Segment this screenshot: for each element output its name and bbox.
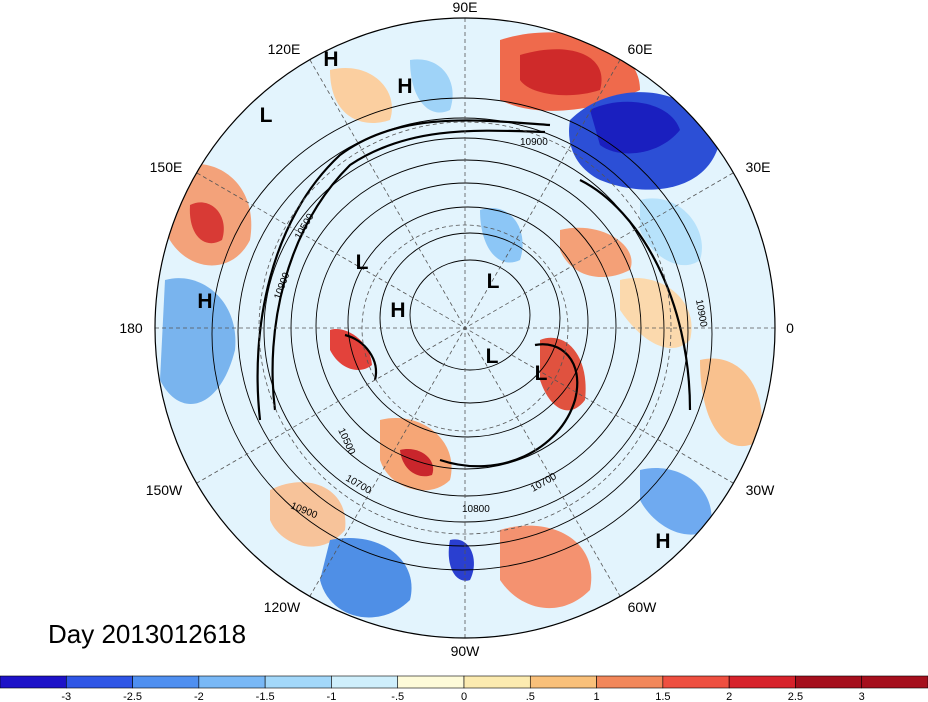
lon-label-30w: 30W (746, 482, 776, 498)
low-marker: L (260, 104, 273, 127)
colorbar-tick-label: 3 (859, 691, 865, 702)
jet-stream-contours (256, 119, 692, 468)
low-marker: L (487, 270, 500, 293)
colorbar-swatch (65, 675, 133, 689)
longitude-labels: 90E 60E 30E 0 30W 60W 90W 120W 150W 180 … (119, 0, 794, 659)
colorbar-swatch (0, 675, 67, 689)
colorbar-tick-label: -1 (327, 691, 337, 702)
colorbar-tick-label: -.5 (391, 691, 404, 702)
colorbar-swatch (795, 675, 863, 689)
lon-label-60e: 60E (628, 41, 653, 57)
colorbar-swatch (662, 675, 730, 689)
colorbar-tick-label: 1.5 (655, 691, 670, 702)
colorbar-tick-label: 1 (594, 691, 600, 702)
colorbar-tick-label: -1.5 (256, 691, 275, 702)
colorbar-swatch (397, 675, 465, 689)
high-marker: H (655, 530, 670, 553)
colorbar-swatch (198, 675, 266, 689)
colorbar-tick-label: 2 (726, 691, 732, 702)
lon-label-60w: 60W (628, 599, 658, 615)
colorbar-swatch (728, 675, 796, 689)
high-marker: H (197, 290, 212, 313)
contour-label: 10900 (693, 299, 709, 329)
low-marker: L (486, 345, 499, 368)
colorbar-swatch (264, 675, 332, 689)
pressure-systems: H H L L H H L L L H (197, 48, 670, 553)
colorbar-tick-label: 2.5 (788, 691, 803, 702)
lon-label-150w: 150W (146, 482, 183, 498)
colorbar-swatch (132, 675, 200, 689)
high-marker: H (390, 299, 405, 322)
low-marker: L (356, 251, 369, 274)
colorbar-swatch (529, 675, 597, 689)
colorbar-tick-label: -2 (194, 691, 204, 702)
map-title: Day 2013012618 (48, 619, 247, 649)
polar-stereographic-map: 90E 60E 30E 0 30W 60W 90W 120W 150W 180 … (119, 0, 794, 659)
colorbar-swatch (596, 675, 664, 689)
contour-label: 10800 (462, 504, 490, 515)
colorbar-swatch (861, 675, 928, 689)
graticule (155, 18, 775, 638)
lon-label-0: 0 (786, 320, 794, 336)
lon-label-90e: 90E (453, 0, 478, 15)
colorbar-swatch (331, 675, 399, 689)
colorbar: -3 -2.5 -2 -1.5 -1 -.5 0 .5 1 1.5 2 2.5 3 (0, 675, 928, 702)
high-marker: H (323, 48, 338, 71)
lon-label-30e: 30E (746, 159, 771, 175)
high-marker: H (397, 75, 412, 98)
colorbar-tick-label: -3 (61, 691, 71, 702)
lon-label-180: 180 (119, 320, 143, 336)
lon-label-120e: 120E (268, 41, 301, 57)
low-marker: L (535, 362, 548, 385)
lon-label-150e: 150E (150, 159, 183, 175)
lon-label-90w: 90W (451, 643, 481, 659)
colorbar-tick-label: -2.5 (123, 691, 142, 702)
colorbar-swatch (463, 675, 531, 689)
colorbar-tick-label: .5 (526, 691, 535, 702)
lon-label-120w: 120W (264, 599, 301, 615)
contour-label: 10900 (520, 137, 548, 148)
colorbar-tick-label: 0 (461, 691, 467, 702)
map-outline (154, 17, 776, 639)
